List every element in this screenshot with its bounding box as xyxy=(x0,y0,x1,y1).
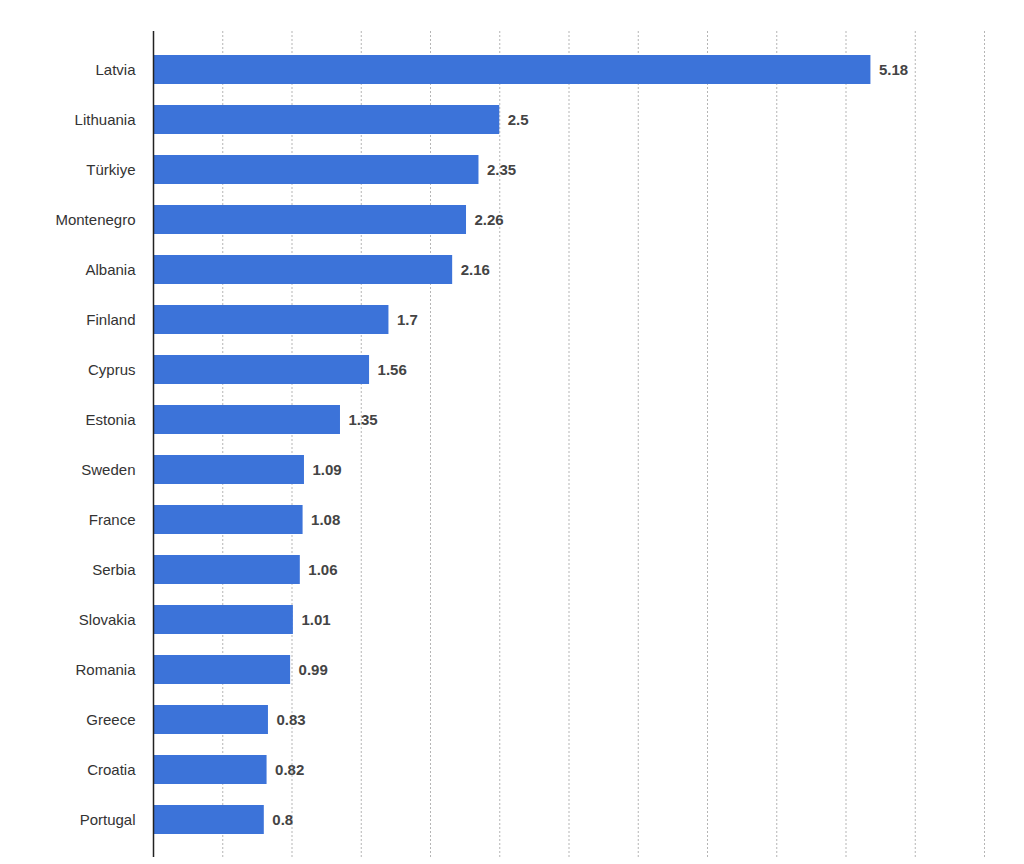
svg-text:2.5: 2.5 xyxy=(508,111,529,128)
svg-text:0.99: 0.99 xyxy=(299,661,328,678)
svg-text:Croatia: Croatia xyxy=(87,761,136,778)
svg-text:2.26: 2.26 xyxy=(475,211,504,228)
svg-text:1.08: 1.08 xyxy=(311,511,340,528)
svg-text:0.8: 0.8 xyxy=(272,811,293,828)
svg-text:Greece: Greece xyxy=(86,711,135,728)
svg-text:Sweden: Sweden xyxy=(81,461,135,478)
svg-text:Latvia: Latvia xyxy=(95,61,136,78)
svg-text:Portugal: Portugal xyxy=(80,811,136,828)
svg-text:1.01: 1.01 xyxy=(301,611,330,628)
svg-text:Estonia: Estonia xyxy=(85,411,136,428)
svg-text:0.83: 0.83 xyxy=(276,711,305,728)
svg-text:0.82: 0.82 xyxy=(275,761,304,778)
svg-text:1.35: 1.35 xyxy=(348,411,377,428)
svg-text:Montenegro: Montenegro xyxy=(55,211,135,228)
svg-text:Lithuania: Lithuania xyxy=(75,111,137,128)
svg-text:1.09: 1.09 xyxy=(312,461,341,478)
svg-text:1.06: 1.06 xyxy=(308,561,337,578)
svg-text:Albania: Albania xyxy=(85,261,136,278)
svg-text:1.7: 1.7 xyxy=(397,311,418,328)
svg-text:5.18: 5.18 xyxy=(879,61,908,78)
svg-text:Cyprus: Cyprus xyxy=(88,361,136,378)
svg-text:2.35: 2.35 xyxy=(487,161,516,178)
svg-text:Türkiye: Türkiye xyxy=(86,161,135,178)
svg-text:Serbia: Serbia xyxy=(92,561,136,578)
svg-text:Romania: Romania xyxy=(75,661,136,678)
svg-text:2.16: 2.16 xyxy=(461,261,490,278)
svg-text:Slovakia: Slovakia xyxy=(79,611,136,628)
svg-text:Finland: Finland xyxy=(86,311,135,328)
svg-text:1.56: 1.56 xyxy=(378,361,407,378)
svg-text:France: France xyxy=(89,511,136,528)
